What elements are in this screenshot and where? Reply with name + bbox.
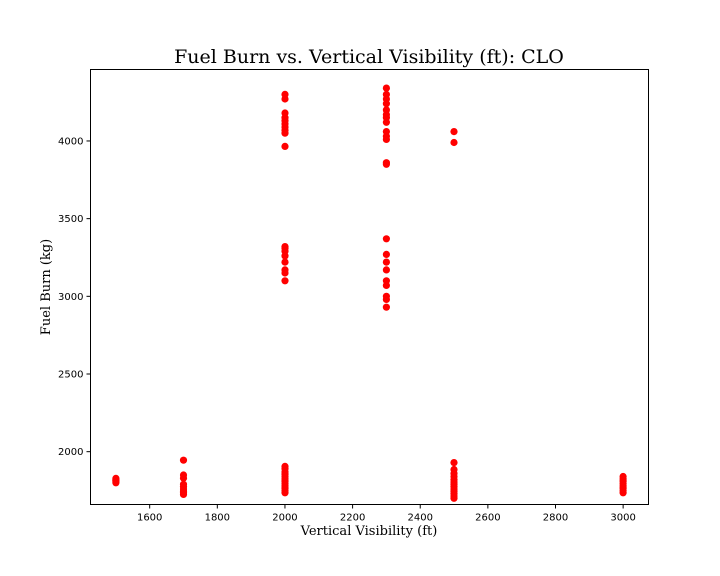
data-point <box>450 459 458 467</box>
data-point <box>281 142 289 150</box>
data-point <box>382 106 390 114</box>
x-axis-ticks: 1600 1800 2000 2200 2400 2600 2800 3000 <box>137 504 636 524</box>
data-point <box>281 277 289 285</box>
data-point <box>450 465 458 474</box>
data-point <box>112 474 120 482</box>
data-point <box>179 480 188 488</box>
data-point <box>382 159 390 167</box>
y-axis-label: Fuel Burn (kg) <box>39 239 54 335</box>
data-point <box>382 235 390 243</box>
data-point <box>450 128 458 136</box>
x-tick-label: 2000 <box>272 513 297 524</box>
data-point <box>382 292 390 300</box>
x-tick-label: 3000 <box>610 513 635 524</box>
y-axis-ticks: 2000 2500 3000 3500 4000 <box>58 136 91 458</box>
data-point <box>382 250 390 258</box>
y-tick-label: 4000 <box>58 136 83 147</box>
y-tick-label: 2500 <box>58 370 83 381</box>
data-point <box>179 471 188 479</box>
x-tick-label: 2800 <box>543 513 568 524</box>
x-axis-label: Vertical Visibility (ft) <box>300 524 438 539</box>
x-tick-label: 2400 <box>408 513 433 524</box>
x-tick-label: 1800 <box>205 513 230 524</box>
data-point <box>382 128 390 136</box>
data-point <box>179 456 188 464</box>
data-point <box>281 109 289 117</box>
y-tick-label: 2000 <box>58 447 83 458</box>
data-point <box>619 472 627 481</box>
data-point <box>382 266 390 274</box>
data-point <box>382 84 390 92</box>
data-point <box>382 258 390 266</box>
data-point <box>281 243 289 251</box>
data-point <box>281 258 289 266</box>
data-point <box>382 303 390 311</box>
data-point <box>281 266 289 274</box>
data-point <box>382 90 390 98</box>
x-tick-label: 2600 <box>475 513 500 524</box>
chart-title: Fuel Burn vs. Vertical Visibility (ft): … <box>174 46 564 68</box>
y-tick-label: 3000 <box>58 292 83 303</box>
x-tick-label: 2200 <box>340 513 365 524</box>
y-tick-label: 3500 <box>58 214 83 225</box>
data-point <box>281 462 289 470</box>
data-point <box>450 138 458 147</box>
points-layer <box>112 84 627 502</box>
plot-frame <box>90 69 649 505</box>
x-tick-label: 1600 <box>137 513 162 524</box>
data-point <box>281 90 289 98</box>
data-point <box>382 277 390 285</box>
